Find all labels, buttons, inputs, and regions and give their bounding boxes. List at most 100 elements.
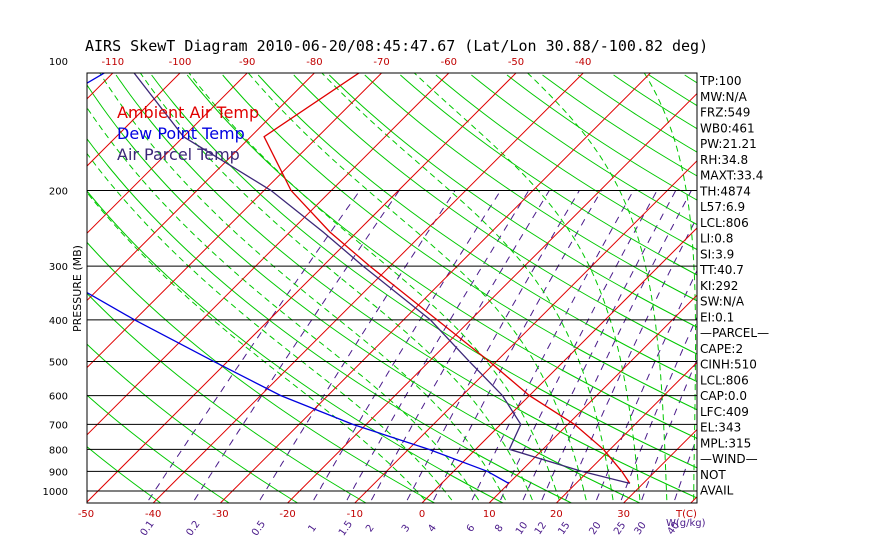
- sounding-series: [87, 73, 631, 485]
- dry-adiabat-line: [222, 74, 697, 411]
- top-temperature-tick-label: -90: [239, 57, 255, 68]
- top-temperature-tick-label: -70: [373, 57, 389, 68]
- ambient-air-temp-line: [263, 73, 631, 484]
- dry-adiabat-line: [87, 343, 298, 503]
- side-panel-entry: —WIND—: [700, 452, 758, 466]
- mixing-axis-unit: W(g/kg): [666, 518, 706, 529]
- isotherm-line: [87, 73, 382, 369]
- side-panel-entry: CINH:510: [700, 358, 757, 372]
- side-panel-entry: —PARCEL—: [700, 326, 769, 340]
- dry-adiabat-line: [435, 74, 697, 251]
- bottom-axis-unit: T(C): [675, 509, 697, 520]
- dry-adiabat-line: [577, 74, 697, 153]
- side-panel-entry: CAP:0.0: [700, 389, 747, 403]
- isotherm-line: [87, 73, 315, 302]
- bottom-temperature-tick-label: 20: [550, 509, 563, 520]
- side-panel-entry: WB0:461: [700, 121, 755, 135]
- mixing-ratio-tick-label: 2: [364, 523, 377, 535]
- side-panel-entry: L57:6.9: [700, 200, 745, 214]
- dry-adiabat-line: [87, 394, 230, 503]
- chart-title: AIRS SkewT Diagram 2010-06-20/08:45:47.6…: [85, 37, 708, 55]
- moist-adiabat-line: [526, 73, 668, 501]
- top-temperature-tick-label: -50: [508, 57, 524, 68]
- legend-air-parcel-temp: Air Parcel Temp: [117, 145, 240, 164]
- dry-adiabat-line: [87, 138, 572, 503]
- dry-adiabat-line: [186, 74, 697, 439]
- side-panel-entry: CAPE:2: [700, 342, 743, 356]
- side-panel-entry: MAXT:33.4: [700, 169, 763, 183]
- mixing-ratio-tick-label: 4: [426, 523, 439, 535]
- isotherms: [0, 73, 870, 503]
- mixing-ratio-tick-label: 6: [465, 523, 478, 535]
- dry-adiabat-line: [827, 75, 870, 503]
- top-temperature-tick-label: -80: [306, 57, 322, 68]
- side-panel-entry: NOT: [700, 468, 726, 482]
- bottom-temperature-tick-label: 30: [617, 509, 630, 520]
- moist-adiabat-line: [99, 73, 506, 501]
- isotherm-line: [488, 294, 697, 503]
- mixing-ratio-line: [596, 269, 697, 501]
- isotherm-line: [87, 73, 114, 100]
- moist-adiabat-line: [413, 73, 641, 501]
- pressure-tick-label: 800: [49, 445, 68, 456]
- dry-adiabats: [87, 74, 870, 503]
- side-panel-entry: KI:292: [700, 279, 738, 293]
- pressure-tick-label: 1000: [43, 487, 68, 498]
- bottom-temperature-tick-label: -10: [347, 509, 363, 520]
- mixing-ratio-tick-label: 0.5: [250, 519, 268, 538]
- mixing-ratio-line: [541, 190, 692, 501]
- mixing-ratio-line: [471, 190, 634, 501]
- isotherm-line: [421, 227, 697, 503]
- legend-dew-point-temp: Dew Point Temp: [117, 124, 245, 143]
- top-temperature-tick-label: -60: [441, 57, 457, 68]
- bottom-temperature-tick-label: -20: [279, 509, 295, 520]
- pressure-tick-label: 400: [49, 316, 68, 327]
- isotherm-line: [0, 73, 46, 503]
- isotherm-line: [87, 73, 450, 436]
- bottom-temperature-tick-label: -30: [212, 509, 228, 520]
- dry-adiabat-line: [471, 74, 697, 226]
- mixing-ratio-line: [346, 190, 530, 501]
- dry-adiabat-line: [257, 74, 697, 383]
- isotherm-line: [623, 428, 697, 503]
- isotherm-line: [354, 160, 697, 503]
- mixing-ratio-tick-label: 10: [514, 520, 530, 537]
- dry-adiabat-line: [87, 84, 641, 503]
- moist-adiabat-line: [247, 73, 587, 501]
- pressure-tick-label: 900: [49, 467, 68, 478]
- mixing-ratio-tick-label: 1.5: [337, 519, 355, 538]
- isotherm-line: [758, 73, 870, 503]
- dry-adiabat-line: [328, 74, 697, 328]
- isotherm-line: [87, 73, 181, 167]
- pressure-tick-label: 100: [49, 57, 68, 68]
- moist-adiabat-line: [643, 73, 697, 501]
- dry-adiabat-line: [648, 74, 697, 107]
- mixing-ratio-tick-label: 1: [306, 523, 319, 535]
- side-panel-entry: TP:100: [699, 74, 742, 88]
- side-panel-entry: TH:4874: [699, 184, 751, 198]
- mixing-ratio-tick-label: 30: [633, 520, 649, 537]
- top-temperature-tick-label: -100: [169, 57, 192, 68]
- mixing-ratio-line: [620, 315, 697, 501]
- dry-adiabat-line: [756, 75, 870, 503]
- dry-adiabat-line: [506, 74, 697, 201]
- mixing-ratio-tick-label: 0.1: [139, 519, 157, 538]
- side-panel-entry: FRZ:549: [700, 106, 750, 120]
- moist-adiabat-line: [87, 191, 426, 501]
- mixing-ratio-line: [674, 435, 697, 501]
- side-panel-entry: SW:N/A: [700, 295, 745, 309]
- mixing-ratio-line: [259, 190, 456, 501]
- bottom-temperature-ticks: -50 -40 -30 -20 -10 0 10 20 30: [78, 509, 630, 520]
- mixing-ratio-line: [522, 190, 677, 501]
- dew-point-temp-line: [87, 73, 510, 484]
- pressure-tick-label: 300: [49, 262, 68, 273]
- legend-ambient-air-temp: Ambient Air Temp: [117, 103, 259, 122]
- isotherm-line: [87, 73, 517, 503]
- mixing-ratio-tick-label: 12: [533, 520, 549, 537]
- top-temperature-tick-label: -40: [575, 57, 591, 68]
- mixing-ratio-tick-label: 20: [587, 520, 603, 537]
- side-panel-entry: AVAIL: [700, 484, 734, 498]
- pressure-tick-label: 500: [49, 358, 68, 369]
- dry-adiabat-line: [364, 74, 697, 302]
